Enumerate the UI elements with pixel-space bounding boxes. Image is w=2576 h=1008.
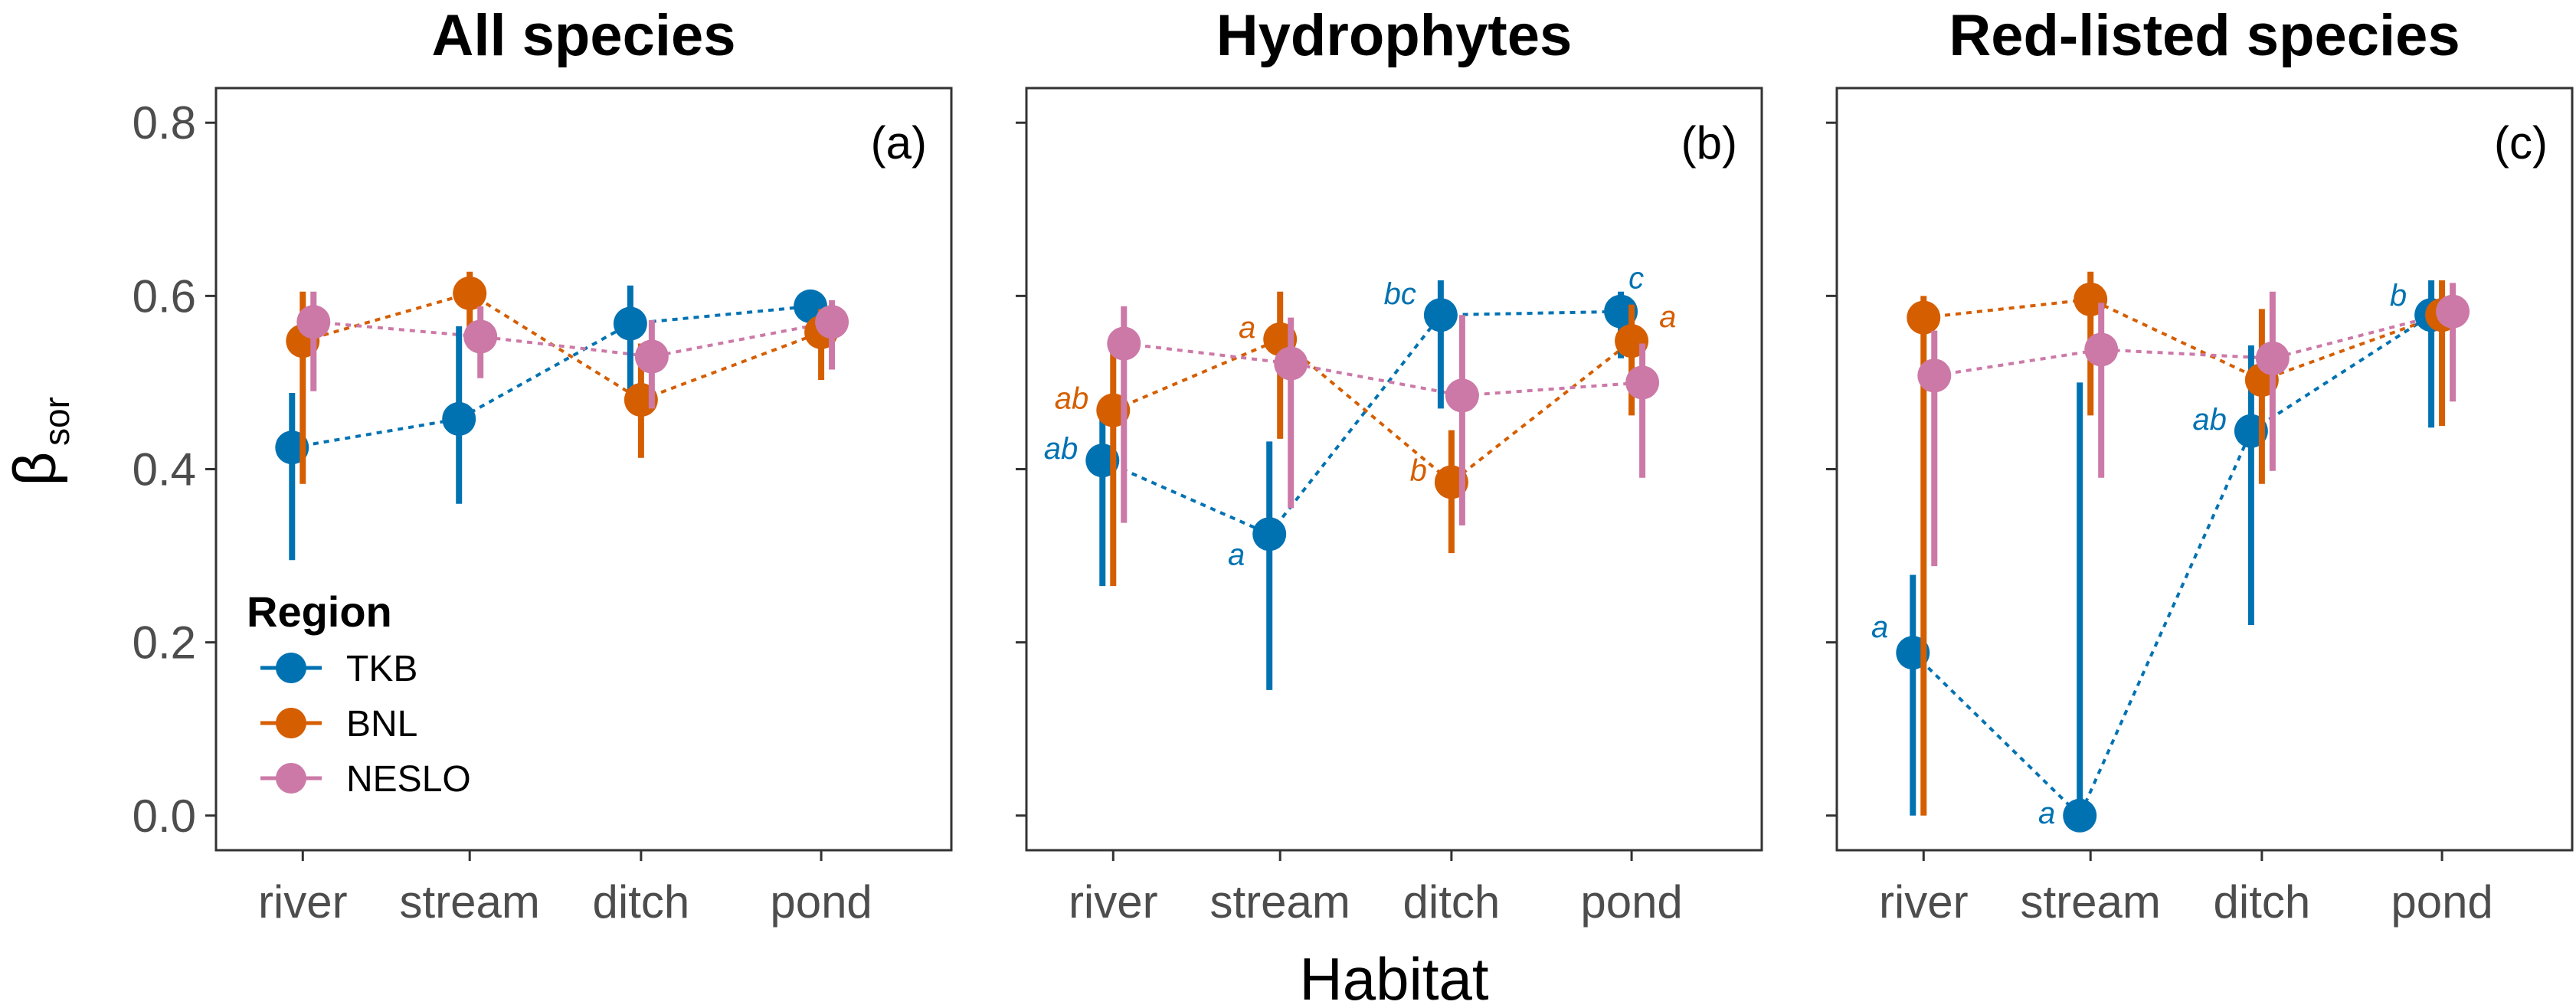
significance-label: b [1410, 453, 1427, 487]
legend-entry-neslo: NESLO [260, 759, 471, 800]
legend-marker [276, 653, 306, 683]
series-line-bnl [1112, 337, 1633, 485]
x-tick-label: stream [400, 876, 540, 928]
significance-label: a [1659, 300, 1676, 334]
series-line-neslo [1124, 342, 1643, 398]
data-point [1907, 300, 1941, 335]
legend-label: TKB [346, 649, 417, 689]
data-point [2255, 341, 2290, 375]
panel-tag: (a) [871, 117, 927, 169]
panel-title: All species [431, 3, 735, 68]
panel-title: Red-listed species [1949, 3, 2460, 68]
legend-label: NESLO [346, 759, 471, 800]
y-tick-label: 0.4 [133, 444, 196, 496]
x-tick-label: river [1879, 876, 1969, 928]
y-axis-title: β sor [1, 397, 77, 486]
significance-label: b [2390, 279, 2407, 313]
significance-label: a [1239, 311, 1255, 345]
x-tick-label: ditch [2214, 876, 2311, 928]
x-axis-title: Habitat [1299, 945, 1488, 1008]
x-tick-label: ditch [1403, 876, 1501, 928]
significance-label: c [1628, 262, 1644, 296]
x-tick-label: pond [770, 876, 872, 928]
data-point [2084, 332, 2119, 367]
legend-marker [276, 708, 306, 738]
legend-marker [276, 763, 306, 794]
significance-label: ab [1044, 432, 1079, 466]
x-tick-label: river [1069, 876, 1158, 928]
x-tick-label: ditch [593, 876, 690, 928]
panel-1: All species (a) 0.0 0.2 0.4 0.6 0.8 river stream… [133, 3, 953, 928]
significance-label: ab [1055, 382, 1089, 416]
data-point [453, 276, 487, 310]
panel-tag: (c) [2494, 117, 2548, 169]
x-tick-label: river [258, 876, 348, 928]
legend-label: BNL [346, 704, 417, 745]
series-line-neslo [1933, 309, 2453, 378]
data-point [1274, 346, 1308, 381]
data-point [296, 305, 331, 339]
series-line-tkb [1101, 309, 1622, 536]
panel-frame [1835, 87, 2574, 852]
significance-label: ab [2192, 403, 2227, 437]
series-line-tkb [1911, 313, 2433, 819]
y-tick-label: 0.2 [133, 617, 196, 669]
series-neslo [1107, 306, 1660, 525]
series-tkb [275, 285, 828, 561]
legend-title: Region [247, 587, 392, 636]
y-axis-title-sub: sor [37, 397, 77, 446]
data-point [1252, 517, 1287, 551]
series-line-bnl [302, 291, 822, 402]
significance-label: bc [1384, 277, 1416, 311]
data-point [613, 306, 647, 341]
significance-label: a [1871, 610, 1888, 644]
legend-entry-tkb: TKB [260, 649, 417, 689]
y-axis-title-main: β [1, 452, 68, 486]
panel-frame [1025, 87, 1763, 852]
data-point [442, 401, 476, 436]
series-neslo [1917, 283, 2470, 567]
series-line-neslo [313, 320, 833, 358]
significance-label: a [1228, 538, 1245, 571]
data-point [815, 305, 849, 339]
x-tick-label: pond [1580, 876, 1682, 928]
data-point [1445, 378, 1479, 413]
y-tick-label: 0.6 [133, 270, 196, 322]
x-tick-label: stream [1210, 876, 1350, 928]
legend: Region TKB BNL NESLO [247, 587, 471, 800]
data-point [2436, 294, 2470, 329]
significance-label: a [2038, 797, 2055, 830]
data-point [634, 339, 669, 374]
panel-3: Red-listed species (c) river stream ditch pon… [1826, 3, 2574, 928]
panel-tag: (b) [1681, 117, 1737, 169]
x-tick-label: pond [2391, 876, 2493, 928]
data-point [1625, 365, 1660, 400]
y-tick-label: 0.8 [133, 97, 196, 149]
y-tick-label: 0.0 [133, 790, 196, 842]
data-point [1917, 358, 1952, 393]
data-point [2063, 798, 2097, 833]
x-tick-label: stream [2021, 876, 2161, 928]
legend-entry-bnl: BNL [260, 704, 417, 745]
data-point [463, 319, 498, 354]
axis-titles: Habitat β sor [1, 397, 1489, 1008]
series-neslo [296, 291, 849, 409]
panels-layer: All species (a) 0.0 0.2 0.4 0.6 0.8 river stream… [133, 3, 2574, 928]
panel-title: Hydrophytes [1216, 3, 1573, 68]
data-point [1423, 298, 1458, 332]
series-line-bnl [1923, 297, 2443, 382]
panel-frame [214, 87, 953, 852]
data-point [1107, 326, 1141, 361]
